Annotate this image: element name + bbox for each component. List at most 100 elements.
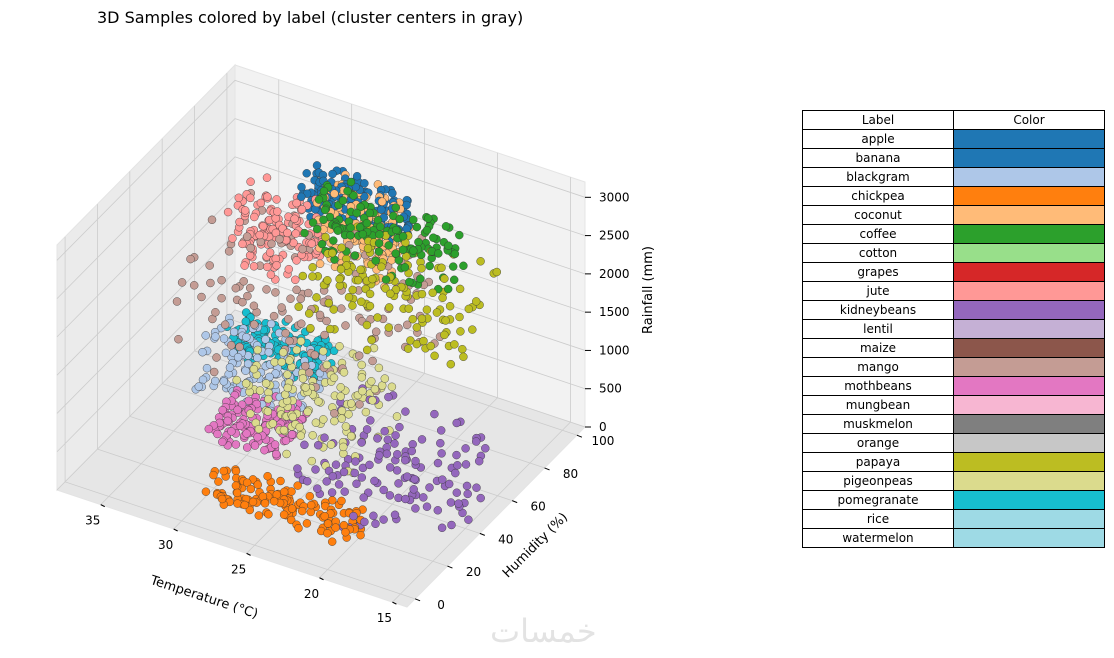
data-point-kidneybeans bbox=[393, 450, 402, 459]
data-point-pigeonpeas bbox=[263, 407, 273, 416]
data-point-blackgram bbox=[261, 335, 270, 344]
x-axis-label: Temperature (°C) bbox=[147, 573, 259, 622]
data-point-coffee bbox=[362, 218, 372, 228]
data-point-mango bbox=[301, 361, 310, 371]
data-point-pigeonpeas bbox=[330, 416, 339, 426]
data-point-jute bbox=[240, 261, 249, 270]
data-point-mango bbox=[304, 288, 313, 298]
y-tick-label: 100 bbox=[591, 434, 614, 448]
data-point-apple bbox=[302, 169, 311, 178]
data-point-pigeonpeas bbox=[357, 373, 366, 382]
data-point-mango bbox=[186, 254, 195, 264]
data-point-pigeonpeas bbox=[261, 379, 271, 388]
data-point-coffee bbox=[444, 284, 453, 294]
data-point-coffee bbox=[381, 275, 391, 284]
data-point-mango bbox=[292, 285, 301, 294]
data-point-kidneybeans bbox=[411, 456, 420, 466]
data-point-apple bbox=[352, 171, 362, 181]
data-point-papaya bbox=[298, 271, 307, 281]
data-point-chickpea bbox=[279, 510, 289, 519]
data-point-kidneybeans bbox=[437, 449, 446, 458]
data-point-kidneybeans bbox=[349, 511, 358, 521]
data-point-papaya bbox=[458, 345, 467, 354]
data-point-papaya bbox=[356, 265, 365, 274]
data-point-jute bbox=[234, 193, 244, 203]
data-point-kidneybeans bbox=[357, 473, 366, 482]
data-point-papaya bbox=[367, 335, 376, 345]
data-point-kidneybeans bbox=[453, 461, 462, 470]
data-point-blackgram bbox=[221, 348, 231, 358]
y-tick-label: 0 bbox=[437, 598, 445, 612]
data-point-mango bbox=[238, 298, 247, 307]
tick-labels: 1520253035020406080100050010001500200025… bbox=[85, 190, 629, 625]
data-point-chickpea bbox=[214, 477, 223, 486]
y-tick-mark bbox=[511, 500, 518, 504]
data-point-kidneybeans bbox=[360, 517, 369, 527]
data-point-papaya bbox=[323, 276, 332, 285]
legend-row: pigeonpeas bbox=[802, 471, 1105, 491]
legend-row: coffee bbox=[802, 224, 1105, 244]
data-point-coffee bbox=[400, 263, 410, 272]
data-point-chickpea bbox=[341, 528, 350, 537]
legend-row: banana bbox=[802, 148, 1105, 168]
legend-header-label: Label bbox=[802, 110, 954, 130]
data-point-jute bbox=[290, 214, 299, 224]
data-point-pigeonpeas bbox=[339, 442, 348, 452]
watermark-logo: خمسات bbox=[490, 612, 597, 650]
data-point-chickpea bbox=[246, 484, 256, 494]
legend-row: pomegranate bbox=[802, 490, 1105, 510]
data-point-coffee bbox=[405, 277, 414, 287]
data-point-mango bbox=[239, 277, 248, 286]
data-point-mango bbox=[197, 292, 206, 302]
data-point-apple bbox=[297, 182, 306, 192]
data-point-kidneybeans bbox=[446, 498, 456, 507]
data-point-papaya bbox=[312, 293, 321, 302]
legend-color-swatch bbox=[953, 205, 1105, 225]
data-point-papaya bbox=[337, 243, 346, 252]
data-point-coffee bbox=[374, 239, 384, 248]
data-point-kidneybeans bbox=[451, 468, 460, 478]
y-tick-mark bbox=[544, 467, 550, 471]
data-point-blackgram bbox=[202, 364, 212, 373]
data-point-jute bbox=[307, 239, 316, 248]
data-point-papaya bbox=[459, 352, 468, 361]
data-point-mango bbox=[212, 353, 221, 362]
data-point-mothbeans bbox=[281, 436, 291, 445]
data-point-coffee bbox=[455, 230, 464, 240]
data-point-coffee bbox=[395, 214, 404, 224]
legend-label: lentil bbox=[802, 319, 954, 339]
legend-color-swatch bbox=[953, 452, 1105, 472]
data-point-jute bbox=[292, 256, 301, 265]
data-point-chickpea bbox=[240, 500, 249, 510]
y-tick-mark bbox=[414, 598, 421, 602]
data-point-kidneybeans bbox=[461, 444, 470, 453]
data-point-chickpea bbox=[217, 494, 227, 504]
legend-row: papaya bbox=[802, 452, 1105, 472]
data-point-coffee bbox=[313, 224, 322, 234]
legend-table: Label Color apple banana blackgram chickpea… bbox=[802, 110, 1105, 548]
data-point-chickpea bbox=[245, 505, 255, 515]
data-point-kidneybeans bbox=[433, 458, 443, 468]
data-point-chickpea bbox=[294, 524, 303, 533]
data-point-papaya bbox=[492, 267, 501, 277]
data-point-kidneybeans bbox=[401, 407, 410, 416]
data-point-papaya bbox=[417, 314, 427, 323]
data-point-papaya bbox=[324, 298, 333, 308]
data-point-mango bbox=[394, 323, 403, 333]
data-point-chickpea bbox=[269, 497, 279, 506]
legend-color-swatch bbox=[953, 490, 1105, 510]
data-point-kidneybeans bbox=[395, 422, 404, 432]
legend-color-swatch bbox=[953, 338, 1105, 358]
data-point-coffee bbox=[449, 262, 458, 271]
data-point-papaya bbox=[308, 263, 317, 272]
z-tick-label: 0 bbox=[599, 420, 607, 434]
data-point-papaya bbox=[305, 309, 314, 318]
legend-row: maize bbox=[802, 338, 1105, 358]
data-point-apple bbox=[402, 224, 411, 233]
data-point-chickpea bbox=[263, 472, 272, 481]
data-point-pigeonpeas bbox=[268, 419, 277, 428]
data-point-blackgram bbox=[198, 348, 207, 357]
data-point-mothbeans bbox=[204, 424, 214, 434]
data-point-mango bbox=[355, 400, 364, 409]
data-point-papaya bbox=[336, 265, 346, 274]
